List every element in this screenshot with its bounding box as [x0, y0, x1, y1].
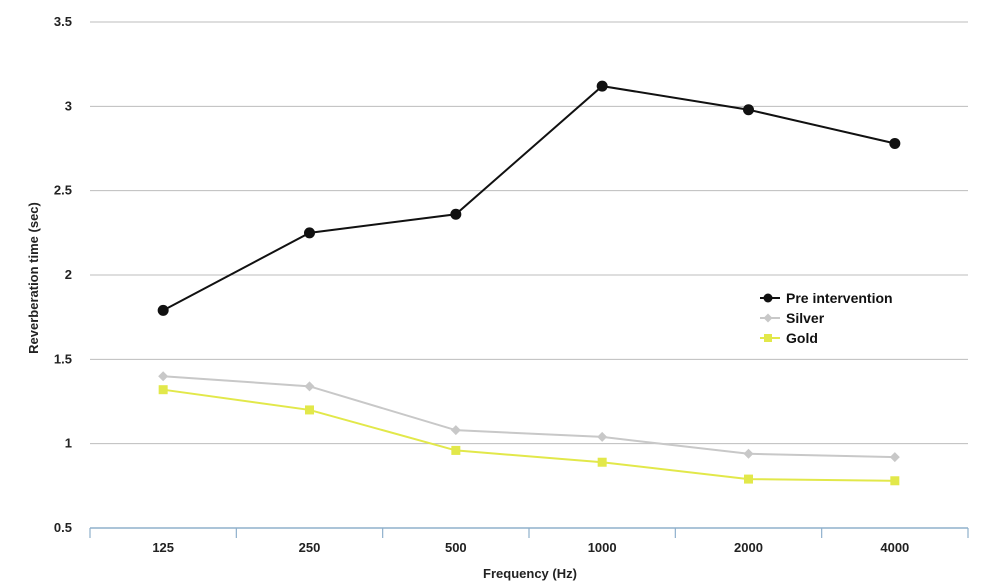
data-point	[890, 476, 900, 486]
y-tick-label: 2	[65, 267, 72, 282]
series-pre-intervention	[157, 80, 901, 316]
data-point	[451, 445, 461, 455]
x-axis-title: Frequency (Hz)	[483, 566, 577, 581]
data-point	[450, 425, 461, 436]
x-tick-label: 125	[152, 540, 174, 555]
data-point	[304, 227, 315, 239]
data-point	[743, 104, 754, 116]
x-tick-label: 2000	[734, 540, 763, 555]
gridlines	[90, 21, 968, 445]
legend-item: Silver	[760, 310, 825, 326]
data-point	[597, 457, 607, 467]
series-line	[163, 375, 895, 459]
data-point	[596, 80, 608, 92]
data-point	[158, 371, 169, 382]
legend-item: Pre intervention	[760, 290, 893, 306]
y-tick-label: 1	[65, 436, 72, 451]
legend-swatch-marker	[763, 313, 773, 323]
y-tick-label: 3.5	[54, 14, 72, 29]
y-axis-ticks: 0.5 1 1.5 2 2.5 3 3.5	[54, 14, 72, 535]
y-tick-label: 0.5	[54, 520, 72, 535]
x-tick-label: 4000	[880, 540, 909, 555]
x-tick-label: 250	[299, 540, 321, 555]
data-point	[304, 381, 315, 392]
legend-swatch-marker	[764, 334, 772, 342]
data-point	[744, 474, 753, 484]
data-point	[450, 208, 462, 220]
data-point	[597, 431, 608, 442]
legend-swatch-marker	[763, 293, 773, 303]
series-line	[163, 388, 895, 482]
data-point	[743, 448, 754, 459]
data-point	[889, 452, 900, 463]
data-point	[158, 385, 168, 395]
y-tick-label: 1.5	[54, 351, 72, 366]
x-axis: 125 250 500 1000 2000 4000	[89, 527, 969, 555]
data-point	[305, 405, 314, 415]
data-point	[157, 304, 169, 316]
series-silver	[158, 371, 900, 463]
data-point	[889, 137, 901, 149]
legend-label: Pre intervention	[786, 290, 893, 306]
y-tick-label: 2.5	[54, 183, 72, 198]
legend-item: Gold	[760, 330, 818, 346]
series-gold	[158, 385, 900, 486]
legend-label: Gold	[786, 330, 818, 346]
legend: Pre intervention Silver Gold	[760, 290, 893, 346]
x-tick-label: 500	[445, 540, 467, 555]
y-axis-title: Reverberation time (sec)	[26, 202, 41, 354]
y-tick-label: 3	[65, 98, 72, 113]
series-line	[162, 85, 896, 312]
series-layer	[157, 80, 901, 486]
x-tick-label: 1000	[588, 540, 617, 555]
legend-label: Silver	[786, 310, 825, 326]
